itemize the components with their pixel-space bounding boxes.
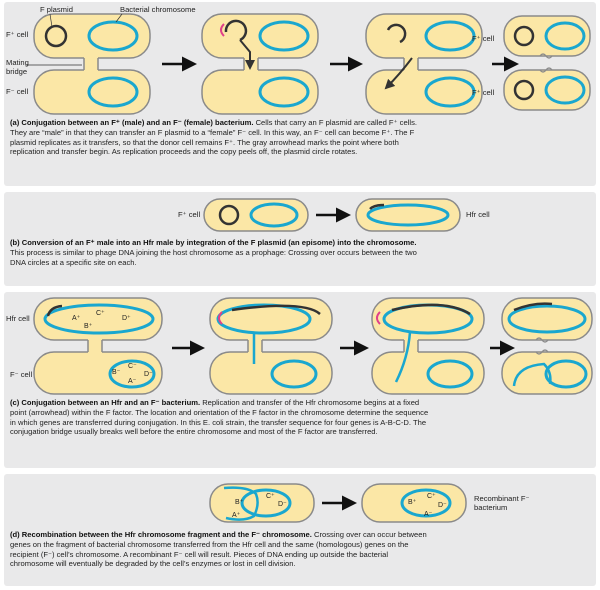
label-f-plasmid: F plasmid (40, 5, 73, 14)
caption-d: (d) Recombination between the Hfr chromo… (10, 530, 427, 569)
hfr-cell-b (355, 198, 461, 232)
gene-a-minus: A⁻ (128, 378, 137, 385)
mating-pair-1 (26, 13, 151, 115)
result-pair (503, 15, 591, 111)
label-fplus-cell: F⁺ cell (6, 30, 29, 39)
hfr-mating-pair-2 (209, 297, 333, 395)
gene-c-plus: C⁺ (96, 310, 105, 317)
gene-b-plus: B⁺ (84, 323, 93, 330)
hfr-mating-pair-3 (371, 297, 485, 395)
label-bacterial-chromosome: Bacterial chromosome (120, 5, 196, 14)
mating-pair-2 (201, 13, 319, 115)
recombinant-cell (361, 483, 467, 523)
gene-a-plus-d: A⁺ (232, 512, 241, 519)
fplus-cell-b (203, 198, 309, 232)
panel-b-diagram (203, 198, 461, 232)
hfr-mating-pair-1 (33, 297, 163, 395)
bacterial-chromosome (87, 20, 139, 52)
recombination-cell (209, 483, 315, 523)
caption-a: (a) Conjugation between an F⁺ (male) and… (10, 118, 417, 157)
label-hfr-cell-b: Hfr cell (466, 210, 490, 219)
label-fplus-cell-result-top: F⁺ cell (472, 34, 495, 43)
gene-d-minus-rec: D⁻ (438, 502, 447, 509)
f-plasmid-circle (44, 24, 68, 48)
gene-a-minus-rec: A⁻ (424, 511, 433, 518)
panel-a: F plasmid Bacterial chromosome F⁺ cell M… (4, 2, 596, 186)
label-hfr-cell-c: Hfr cell (6, 314, 30, 323)
gene-d-minus: D⁻ (144, 371, 153, 378)
label-fminus-cell-c: F⁻ cell (10, 370, 33, 379)
label-recombinant: Recombinant F⁻ bacterium (474, 494, 530, 512)
gene-b-plus-rec: B⁺ (408, 499, 417, 506)
panel-d: B⁺ C⁺ D⁻ A⁺ B⁺ C⁺ D⁻ A⁻ Recombinant F⁻ b… (4, 474, 596, 586)
gene-d-plus: D⁺ (122, 315, 131, 322)
label-fminus-cell: F⁻ cell (6, 87, 29, 96)
hfr-result-pair (501, 297, 593, 395)
caption-c: (c) Conjugation between an Hfr and an F⁻… (10, 398, 429, 437)
panel-d-diagram (209, 483, 467, 523)
label-mating-bridge: Mating bridge (6, 58, 29, 76)
panel-c-diagram (33, 297, 593, 395)
gene-d-minus-d: D⁻ (278, 501, 287, 508)
panel-a-diagram (26, 13, 591, 115)
gene-c-plus-rec: C⁺ (427, 493, 436, 500)
gene-a-plus: A⁺ (72, 315, 81, 322)
gene-b-plus-d: B⁺ (235, 499, 244, 506)
label-fplus-cell-b: F⁺ cell (178, 210, 201, 219)
label-fplus-cell-result-bottom: F⁺ cell (472, 88, 495, 97)
gene-c-minus: C⁻ (128, 363, 137, 370)
panel-b: F⁺ cell Hfr cell (b) Conversion of an F⁺… (4, 192, 596, 286)
gene-b-minus: B⁻ (112, 369, 121, 376)
caption-b: (b) Conversion of an F⁺ male into an Hfr… (10, 238, 417, 267)
gene-c-plus-d: C⁺ (266, 493, 275, 500)
panel-c: A⁺ C⁺ D⁺ B⁺ B⁻ C⁻ D⁻ A⁻ Hfr cell F⁻ cell… (4, 292, 596, 468)
mating-pair-3 (365, 13, 483, 115)
